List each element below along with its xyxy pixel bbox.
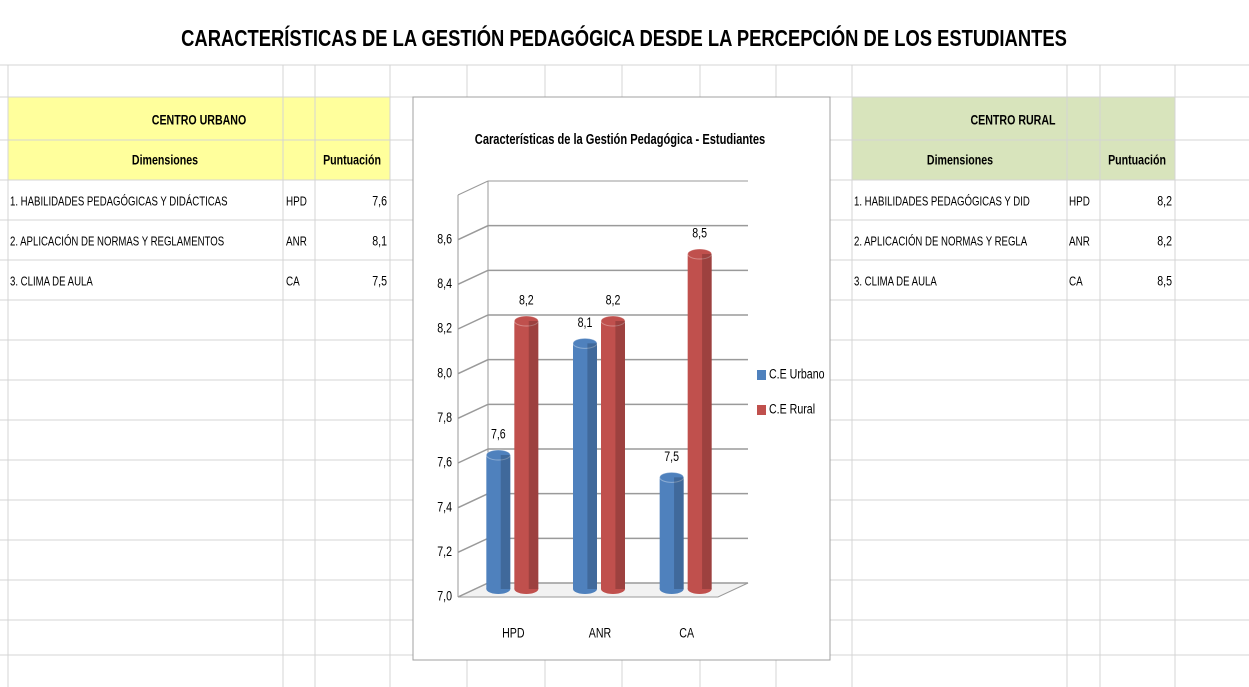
y-tick-label: 8,4 <box>437 276 452 292</box>
value-label: 8,5 <box>692 225 707 241</box>
code-cell: CA <box>286 275 300 289</box>
dimension-cell: 3. CLIMA DE AULA <box>10 275 93 289</box>
code-cell: HPD <box>1069 195 1090 209</box>
table-header: Dimensiones <box>927 152 993 168</box>
score-cell: 8,5 <box>1157 273 1172 289</box>
grid-line <box>457 448 748 464</box>
bar-cap <box>572 337 598 349</box>
legend-swatch <box>757 370 766 380</box>
dimension-cell: 2. APLICACIÓN DE NORMAS Y REGLAMENTOS <box>10 234 224 249</box>
y-tick-label: 8,0 <box>437 365 452 381</box>
table-header: Puntuación <box>1108 152 1166 168</box>
y-tick-label: 8,2 <box>437 320 452 336</box>
grid-line <box>457 403 748 420</box>
dimension-cell: 1. HABILIDADES PEDAGÓGICAS Y DIDÁCTICAS <box>10 194 228 209</box>
y-tick-label: 8,6 <box>437 231 452 247</box>
bar <box>514 321 539 589</box>
bar-base <box>573 584 597 594</box>
bar-cap <box>659 471 685 483</box>
bar-base <box>601 584 625 594</box>
bar-cap <box>687 248 713 260</box>
grid-line <box>457 314 748 330</box>
table-header: Puntuación <box>323 152 381 168</box>
bar-base <box>687 584 712 594</box>
bar-shade <box>615 321 625 589</box>
legend-label: C.E Urbano <box>769 366 825 382</box>
table-title: CENTRO RURAL <box>970 112 1055 128</box>
bar-base <box>514 584 539 594</box>
value-label: 8,2 <box>519 292 534 308</box>
code-cell: ANR <box>1069 235 1090 249</box>
bar-shade <box>702 254 712 589</box>
bar-shade <box>587 343 597 589</box>
table-title: CENTRO URBANO <box>152 112 247 128</box>
bar <box>601 321 625 589</box>
value-label: 8,2 <box>606 292 621 308</box>
y-tick-label: 7,6 <box>437 454 452 470</box>
code-cell: ANR <box>286 235 307 249</box>
x-tick-label: HPD <box>502 625 524 641</box>
y-tick-label: 7,4 <box>437 499 452 515</box>
bar-shade <box>528 321 539 589</box>
legend-label: C.E Rural <box>769 401 815 417</box>
bar-base <box>659 584 684 594</box>
bar-cap <box>600 315 626 327</box>
table-header: Dimensiones <box>132 152 198 168</box>
code-cell: HPD <box>286 195 307 209</box>
score-cell: 7,5 <box>372 273 387 289</box>
grid-line <box>457 269 748 286</box>
x-tick-label: CA <box>679 625 694 641</box>
bar <box>659 477 684 589</box>
grid-line <box>457 224 748 241</box>
score-cell: 8,1 <box>372 233 387 249</box>
grid-line <box>457 358 748 375</box>
value-label: 8,1 <box>578 315 593 331</box>
bar-shade <box>674 477 684 589</box>
score-cell: 8,2 <box>1157 233 1172 249</box>
dimension-cell: 2. APLICACIÓN DE NORMAS Y REGLA <box>854 234 1028 249</box>
x-tick-label: ANR <box>589 625 611 641</box>
bar <box>486 455 511 589</box>
legend-swatch <box>757 405 766 415</box>
bar <box>573 343 597 589</box>
y-tick-label: 7,8 <box>437 410 452 426</box>
bar-cap <box>513 315 539 327</box>
dimension-cell: 1. HABILIDADES PEDAGÓGICAS Y DID <box>854 194 1030 209</box>
value-label: 7,6 <box>491 426 506 442</box>
code-cell: CA <box>1069 275 1083 289</box>
urban-header-fill <box>8 97 390 180</box>
score-cell: 7,6 <box>372 193 387 209</box>
bar-shade <box>500 455 511 589</box>
chart-title: Características de la Gestión Pedagógica… <box>475 130 765 147</box>
wall-top <box>457 180 489 196</box>
y-tick-label: 7,2 <box>437 544 452 560</box>
value-label: 7,5 <box>664 449 679 465</box>
content: CARACTERÍSTICAS DE LA GESTIÓN PEDAGÓGICA… <box>10 25 1172 661</box>
sheet-title: CARACTERÍSTICAS DE LA GESTIÓN PEDAGÓGICA… <box>181 25 1067 52</box>
rural-header-fill <box>852 97 1175 180</box>
score-cell: 8,2 <box>1157 193 1172 209</box>
bar <box>687 254 712 589</box>
y-tick-label: 7,0 <box>437 588 452 604</box>
bar-cap <box>485 449 511 461</box>
bar-base <box>486 584 511 594</box>
dimension-cell: 3. CLIMA DE AULA <box>854 275 937 289</box>
